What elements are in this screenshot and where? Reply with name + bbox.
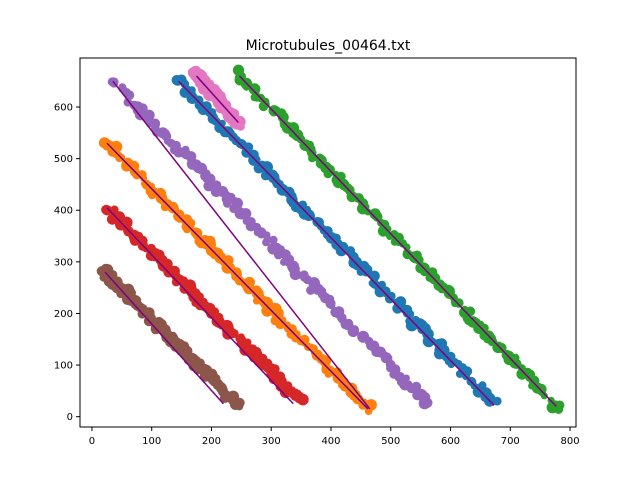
series-4-fit-line	[106, 207, 294, 405]
series-3-point	[540, 392, 548, 400]
axes: 0 100 200 300 400 500 600 700 800 0 100 200 300 400 50…	[54, 57, 580, 447]
series-5-point	[349, 325, 360, 335]
series-1-point	[337, 241, 349, 253]
series-4-point	[294, 392, 306, 404]
series-1-point	[492, 396, 502, 406]
y-tick-label: 0	[67, 412, 73, 423]
series-2-point	[364, 407, 373, 415]
series-5-point	[222, 198, 232, 208]
series-4-point	[228, 330, 237, 339]
y-tick-label: 200	[54, 309, 73, 320]
y-tick-label: 300	[54, 257, 73, 268]
series-2-fit-line	[106, 142, 369, 410]
series-3-point	[420, 266, 430, 277]
x-tick-label: 600	[441, 436, 460, 447]
series-2-point	[147, 190, 157, 200]
series-1-point	[392, 303, 403, 314]
series-4-points	[101, 204, 309, 406]
axes-frame	[79, 57, 577, 428]
series-7-fit-line	[195, 75, 239, 124]
series-5-point	[124, 90, 135, 100]
series-5-fit-line	[112, 80, 371, 410]
series-5-point	[262, 238, 270, 247]
chart-title: Microtubules_00464.txt	[246, 38, 411, 54]
y-tick-label: 600	[54, 103, 73, 114]
x-tick-label: 100	[142, 436, 161, 447]
series-5-point	[240, 208, 252, 220]
x-tick-label: 700	[501, 436, 520, 447]
series-5-point	[327, 301, 336, 310]
plot-area	[96, 64, 565, 415]
series-5-point	[142, 111, 153, 123]
series-5-point	[371, 346, 383, 357]
series-3-fit-line	[239, 75, 557, 407]
series-3-point	[308, 154, 317, 163]
series-2-point	[115, 153, 124, 163]
x-tick-label: 800	[560, 436, 579, 447]
series-7-point	[236, 122, 245, 131]
series-3-point	[554, 404, 564, 414]
y-tick-label: 400	[54, 206, 73, 217]
series-6-points	[96, 263, 245, 411]
y-tick-label: 100	[54, 361, 73, 372]
x-tick-label: 500	[381, 436, 400, 447]
series-6-fit-line	[104, 271, 224, 405]
x-tick-label: 0	[89, 436, 95, 447]
series-1-point	[252, 155, 261, 164]
x-tick-label: 300	[262, 436, 281, 447]
series-5-points	[107, 77, 433, 410]
series-3-point	[454, 298, 464, 308]
y-tick-label: 500	[54, 154, 73, 165]
series-1-fit-line	[178, 80, 495, 406]
x-tick-label: 200	[202, 436, 221, 447]
series-1-points	[171, 74, 502, 407]
series-5-point	[269, 235, 278, 245]
series-3-point	[323, 169, 333, 179]
series-2-point	[185, 221, 195, 231]
series-4-point	[236, 335, 247, 345]
series-3-point	[414, 255, 424, 265]
series-3-point	[465, 306, 476, 317]
series-3-point	[384, 225, 392, 233]
series-5-point	[418, 397, 431, 410]
series-6-point	[235, 402, 244, 411]
x-tick-label: 400	[321, 436, 340, 447]
